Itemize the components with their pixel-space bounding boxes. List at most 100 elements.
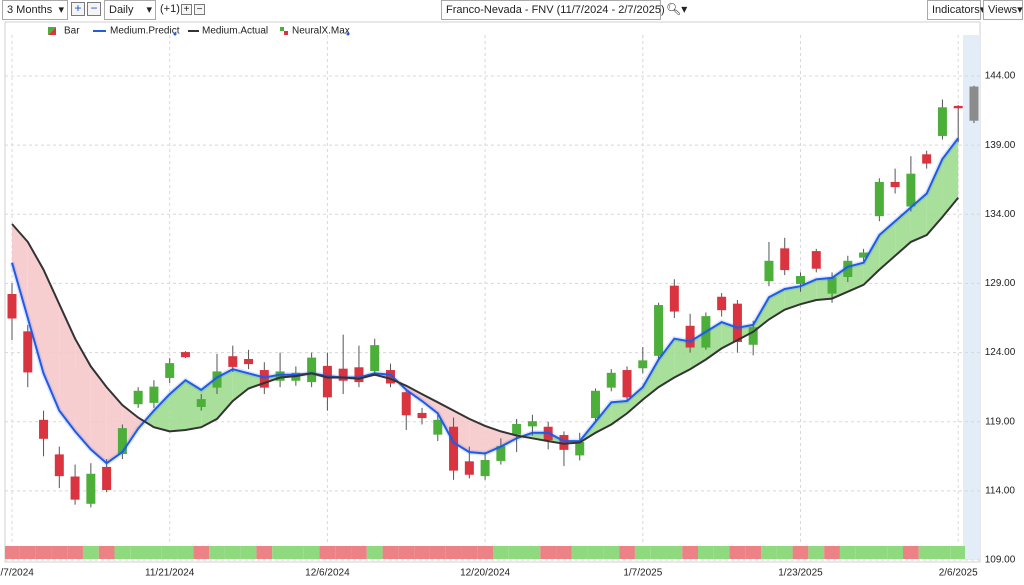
signal-cell xyxy=(666,546,683,559)
candle-body xyxy=(953,105,963,109)
legend-dot xyxy=(346,32,350,36)
signal-cell xyxy=(619,546,635,559)
candle-body xyxy=(780,248,790,271)
signal-cell xyxy=(351,546,367,559)
candle-body xyxy=(890,181,900,188)
signal-cell xyxy=(398,546,415,559)
candle-body xyxy=(811,251,821,269)
signal-cell xyxy=(335,546,352,559)
candle-body xyxy=(654,305,664,356)
signal-cell xyxy=(366,546,383,559)
signal-cell xyxy=(761,546,777,559)
candle-body xyxy=(622,370,632,398)
candle-body xyxy=(180,352,190,358)
y-tick-label: 129.00 xyxy=(985,278,1016,289)
candle-body xyxy=(54,454,64,477)
band-segment xyxy=(942,138,959,218)
x-tick-label: 11/21/2024 xyxy=(145,568,195,579)
zoom-out[interactable]: − xyxy=(87,2,101,16)
band-segment xyxy=(27,241,44,374)
legend-icon xyxy=(48,27,56,35)
signal-cell xyxy=(461,546,478,559)
signal-cell xyxy=(256,546,273,559)
candle-body xyxy=(638,360,648,369)
band-segment xyxy=(879,221,896,270)
band-segment xyxy=(469,418,486,454)
band-segment xyxy=(75,338,91,450)
legend: Bar Medium.Predict Medium.Actual NeuralX… xyxy=(48,26,350,37)
x-tick-label: 11/7/2024 xyxy=(0,568,34,579)
candle-body xyxy=(117,428,127,455)
candle-body xyxy=(244,358,254,365)
band-segment xyxy=(90,366,107,464)
x-tick-label: 12/6/2024 xyxy=(305,568,350,579)
search-icon[interactable]: 🔍︎▾ xyxy=(666,2,688,16)
signal-cell xyxy=(287,546,304,559)
signal-cell xyxy=(950,546,965,559)
signal-cell xyxy=(855,546,872,559)
signal-cell xyxy=(776,546,793,559)
signal-cell xyxy=(492,546,509,559)
candle-body xyxy=(354,367,364,383)
signal-cell xyxy=(697,546,714,559)
signal-cell xyxy=(161,546,178,559)
legend-dot xyxy=(173,32,177,36)
signal-cell xyxy=(193,546,210,559)
signal-cell xyxy=(209,546,225,559)
candle-body xyxy=(401,392,411,416)
candle-body xyxy=(937,107,947,136)
signal-cell xyxy=(445,546,462,559)
signal-cell xyxy=(177,546,194,559)
signal-cell xyxy=(871,546,888,559)
signal-cell xyxy=(713,546,730,559)
candle-body xyxy=(196,399,206,407)
interval: Daily xyxy=(109,4,134,16)
signal-cell xyxy=(903,546,919,559)
offset-plus[interactable]: + xyxy=(181,4,192,15)
y-tick-label: 109.00 xyxy=(985,555,1016,566)
band-segment xyxy=(169,380,186,432)
legend-icon xyxy=(280,27,284,31)
offset-minus[interactable]: − xyxy=(194,4,205,15)
band-segment xyxy=(43,269,60,411)
x-tick-label: 2/6/2025 xyxy=(939,568,978,579)
line xyxy=(11,197,959,445)
signal-cell xyxy=(130,546,147,559)
signal-cell xyxy=(824,546,840,559)
candle-body xyxy=(433,419,443,435)
signal-cell xyxy=(934,546,951,559)
x-tick-label: 12/20/2024 xyxy=(460,568,510,579)
candle-body xyxy=(748,327,758,345)
signal-cell xyxy=(82,546,99,559)
band-segment xyxy=(201,377,218,428)
y-tick-label: 134.00 xyxy=(985,209,1016,220)
period-select[interactable]: 3 Months ▾ xyxy=(2,0,68,20)
band-segment xyxy=(674,338,691,378)
candle-body xyxy=(370,345,380,372)
views: Views xyxy=(988,4,1018,16)
signal-cell xyxy=(918,546,935,559)
zoom-in[interactable]: + xyxy=(71,2,85,16)
candle-body xyxy=(732,303,742,343)
views-button[interactable]: Views▾ xyxy=(983,0,1023,20)
candle-body xyxy=(7,293,17,319)
candle-body xyxy=(165,363,175,378)
candle-body xyxy=(86,473,96,504)
x-tick-label: 1/23/2025 xyxy=(778,568,823,579)
candle-body xyxy=(480,459,490,477)
band-segment xyxy=(153,394,170,432)
indicators-button[interactable]: Indicators▾ xyxy=(927,0,985,20)
signal-cell xyxy=(51,546,68,559)
signal-cell xyxy=(729,546,746,559)
candle-body xyxy=(70,476,80,500)
candle-body xyxy=(906,173,916,207)
signal-cell xyxy=(887,546,904,559)
signal-cell xyxy=(5,546,20,559)
interval-select[interactable]: Daily ▾ xyxy=(104,0,156,20)
candle-body xyxy=(449,426,459,471)
signal-cell xyxy=(634,546,651,559)
legend-icon xyxy=(284,31,288,35)
candle-body xyxy=(717,296,727,311)
symbol-box[interactable]: Franco-Nevada - FNV (11/7/2024 - 2/7/202… xyxy=(441,0,665,20)
